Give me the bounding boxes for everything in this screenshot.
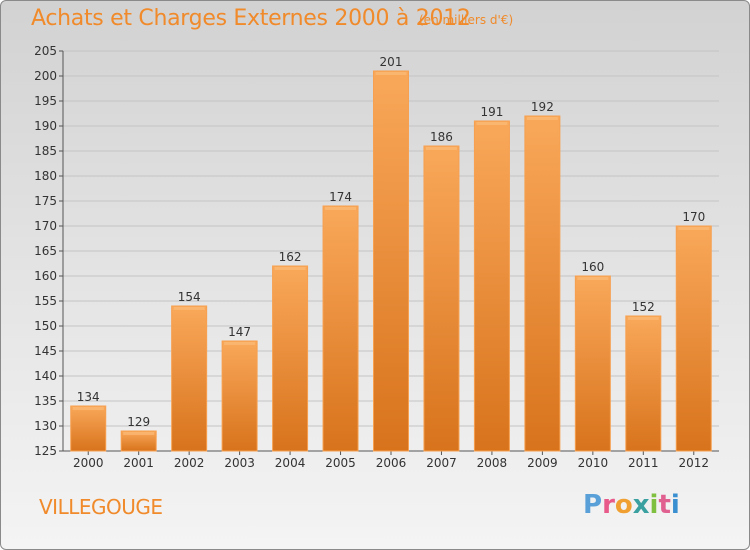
y-tick-label: 145 xyxy=(34,344,57,358)
bar-highlight xyxy=(375,72,407,75)
value-label: 201 xyxy=(380,55,403,69)
y-tick-label: 160 xyxy=(34,269,57,283)
bar[interactable] xyxy=(473,120,510,452)
bar-group xyxy=(373,70,409,452)
bar-highlight xyxy=(274,267,306,270)
bar-group xyxy=(120,430,157,452)
x-tick-label: 2011 xyxy=(628,456,659,470)
value-label: 186 xyxy=(430,130,453,144)
value-label: 192 xyxy=(531,100,554,114)
x-tick-label: 2008 xyxy=(477,456,508,470)
logo-letter: x xyxy=(632,490,650,520)
bar-group xyxy=(625,315,662,452)
x-tick-label: 2005 xyxy=(325,456,356,470)
y-tick-label: 165 xyxy=(34,244,57,258)
bar[interactable] xyxy=(423,145,460,452)
y-tick-label: 150 xyxy=(34,319,57,333)
bar-highlight xyxy=(476,122,508,125)
y-tick-label: 175 xyxy=(34,194,57,208)
bar-highlight xyxy=(678,227,710,230)
x-tick-label: 2010 xyxy=(578,456,609,470)
bar[interactable] xyxy=(524,115,561,452)
y-tick-label: 205 xyxy=(34,44,57,58)
x-tick-label: 2009 xyxy=(527,456,558,470)
y-tick-label: 195 xyxy=(34,94,57,108)
bar[interactable] xyxy=(574,275,611,452)
bar-group xyxy=(70,405,107,452)
y-tick-label: 135 xyxy=(34,394,57,408)
bar-group xyxy=(322,205,359,452)
y-tick-label: 155 xyxy=(34,294,57,308)
value-label: 152 xyxy=(632,300,655,314)
y-tick-label: 170 xyxy=(34,219,57,233)
value-label: 129 xyxy=(127,415,150,429)
bar-group xyxy=(473,120,510,452)
value-label: 191 xyxy=(480,105,503,119)
bar-highlight xyxy=(325,207,357,210)
bar[interactable] xyxy=(373,70,409,452)
logo-letter: t xyxy=(658,490,671,520)
x-tick-label: 2004 xyxy=(275,456,306,470)
x-tick-label: 2007 xyxy=(426,456,457,470)
x-tick-label: 2002 xyxy=(174,456,205,470)
bar[interactable] xyxy=(221,340,258,452)
bar[interactable] xyxy=(171,305,208,452)
bar-group xyxy=(574,275,611,452)
y-tick-label: 185 xyxy=(34,144,57,158)
logo-letter: P xyxy=(583,490,603,520)
bars xyxy=(70,70,712,452)
x-tick-label: 2012 xyxy=(678,456,709,470)
bar-highlight xyxy=(526,117,558,120)
value-label: 174 xyxy=(329,190,352,204)
x-tick-label: 2006 xyxy=(376,456,407,470)
x-tick-label: 2001 xyxy=(123,456,154,470)
y-tick-label: 190 xyxy=(34,119,57,133)
value-labels: 134 129 154 147 162 174 201 186 191 192 160 152 170 xyxy=(77,55,705,429)
bar-highlight xyxy=(224,342,256,345)
value-label: 147 xyxy=(228,325,251,339)
bar-group xyxy=(272,265,309,452)
bar[interactable] xyxy=(322,205,359,452)
y-tick-label: 125 xyxy=(34,444,57,458)
y-tick-label: 180 xyxy=(34,169,57,183)
bar-group xyxy=(524,115,561,452)
y-tick-label: 200 xyxy=(34,69,57,83)
bar-highlight xyxy=(72,407,104,410)
x-tick-label: 2000 xyxy=(73,456,104,470)
value-label: 170 xyxy=(682,210,705,224)
bar-group xyxy=(171,305,208,452)
value-label: 134 xyxy=(77,390,100,404)
bar-highlight xyxy=(173,307,205,310)
value-label: 162 xyxy=(279,250,302,264)
y-tick-label: 130 xyxy=(34,419,57,433)
bar-highlight xyxy=(425,147,457,150)
logo-letter: i xyxy=(670,490,680,520)
bar[interactable] xyxy=(120,430,157,452)
logo-letter: r xyxy=(602,490,615,520)
x-tick-label: 2003 xyxy=(224,456,255,470)
y-tick-label: 140 xyxy=(34,369,57,383)
value-label: 160 xyxy=(581,260,604,274)
bar[interactable] xyxy=(675,225,712,452)
bar-highlight xyxy=(123,432,155,435)
value-label: 154 xyxy=(178,290,201,304)
bar-highlight xyxy=(577,277,609,280)
bar-group xyxy=(423,145,460,452)
chart-subtitle: (en milliers d'€) xyxy=(419,13,514,27)
logo-letter: i xyxy=(649,490,659,520)
town-name: VILLEGOUGE xyxy=(39,495,163,519)
bar-group xyxy=(675,225,712,452)
bar[interactable] xyxy=(272,265,309,452)
logo-letter: o xyxy=(614,490,633,520)
bar[interactable] xyxy=(625,315,662,452)
bar-group xyxy=(221,340,258,452)
chart-title: Achats et Charges Externes 2000 à 2012 xyxy=(31,6,471,31)
bar-highlight xyxy=(627,317,659,320)
proxiti-logo[interactable]: Proxiti xyxy=(583,490,680,520)
bar[interactable] xyxy=(70,405,107,452)
